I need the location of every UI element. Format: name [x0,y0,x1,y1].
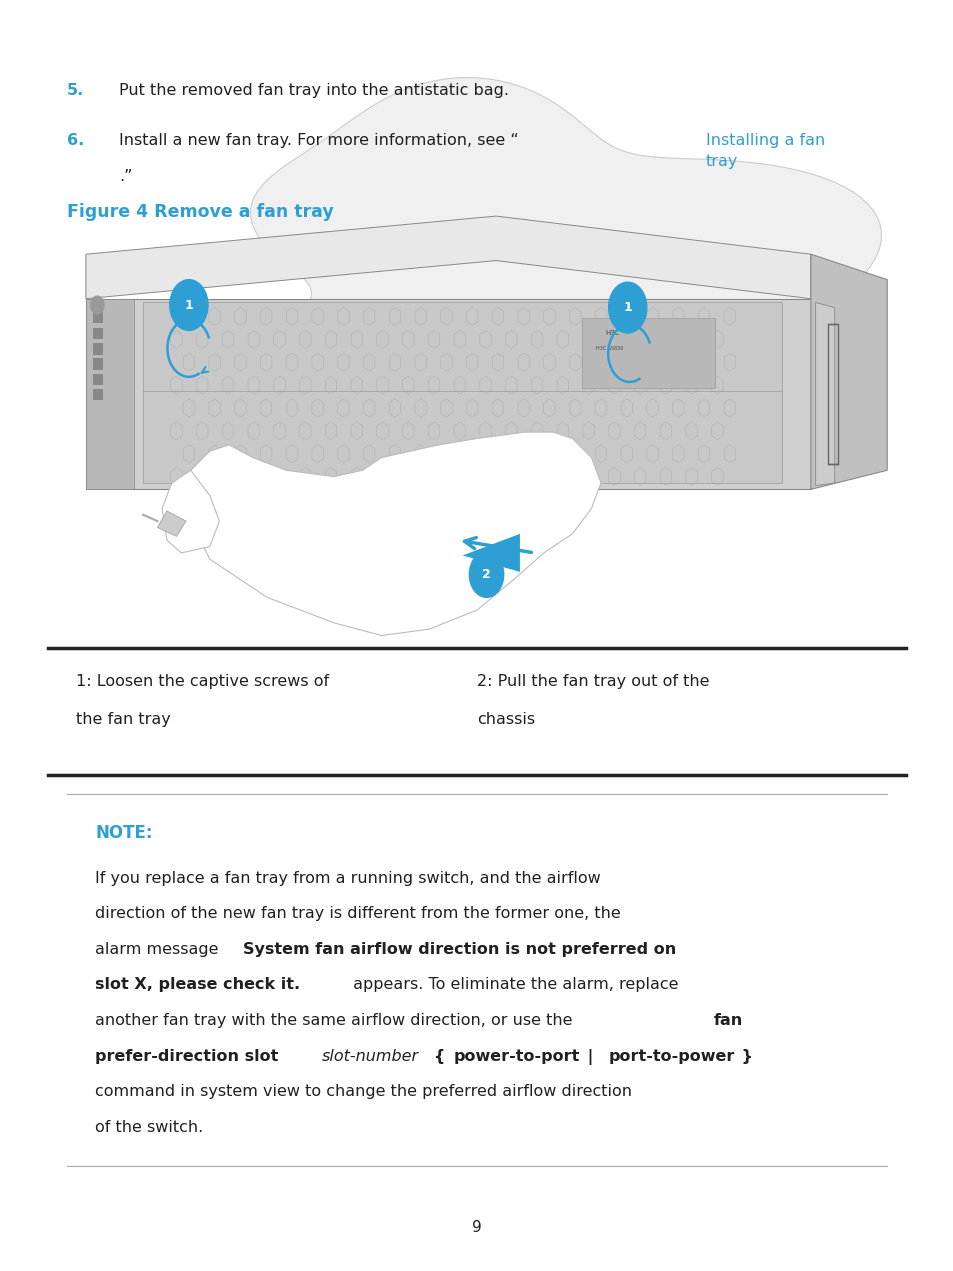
Text: 6.: 6. [67,133,84,149]
Text: 5.: 5. [67,83,84,98]
Polygon shape [92,328,103,339]
Text: H3C: H3C [605,330,619,337]
Text: 1: Loosen the captive screws of: 1: Loosen the captive screws of [76,674,329,689]
Text: Installing a fan
tray: Installing a fan tray [705,133,824,169]
Text: If you replace a fan tray from a running switch, and the airflow: If you replace a fan tray from a running… [95,871,600,886]
Text: prefer-direction slot: prefer-direction slot [95,1049,284,1064]
Text: }: } [736,1049,753,1064]
Text: chassis: chassis [476,712,535,727]
Polygon shape [462,534,519,572]
Polygon shape [92,343,103,355]
Text: direction of the new fan tray is different from the former one, the: direction of the new fan tray is differe… [95,906,620,921]
Text: NOTE:: NOTE: [95,824,152,841]
Text: |: | [581,1049,598,1065]
Text: port-to-power: port-to-power [608,1049,734,1064]
Polygon shape [92,358,103,370]
Text: slot X, please check it.: slot X, please check it. [95,977,300,993]
Text: .”: .” [119,169,132,184]
Text: 2: Pull the fan tray out of the: 2: Pull the fan tray out of the [476,674,709,689]
Text: power-to-port: power-to-port [453,1049,578,1064]
Polygon shape [86,216,810,299]
Polygon shape [251,78,881,445]
Circle shape [170,280,208,330]
Circle shape [91,296,104,314]
Polygon shape [143,302,781,483]
Text: {: { [434,1049,451,1064]
Text: 1: 1 [184,299,193,311]
Text: command in system view to change the preferred airflow direction: command in system view to change the pre… [95,1084,632,1099]
Text: 9: 9 [472,1220,481,1235]
Text: 1: 1 [622,301,632,314]
Text: the fan tray: the fan tray [76,712,171,727]
Polygon shape [157,511,186,536]
Text: Put the removed fan tray into the antistatic bag.: Put the removed fan tray into the antist… [119,83,509,98]
Text: of the switch.: of the switch. [95,1120,203,1135]
Text: System fan airflow direction is not preferred on: System fan airflow direction is not pref… [243,942,676,957]
Polygon shape [86,299,810,489]
Polygon shape [815,302,834,486]
Polygon shape [810,254,886,489]
Polygon shape [186,432,600,636]
FancyArrowPatch shape [464,538,531,553]
Circle shape [469,552,503,597]
Polygon shape [86,299,133,489]
Text: Install a new fan tray. For more information, see “: Install a new fan tray. For more informa… [119,133,518,149]
Text: slot-number: slot-number [321,1049,418,1064]
Text: H3C S5830: H3C S5830 [596,346,623,351]
Text: appears. To eliminate the alarm, replace: appears. To eliminate the alarm, replace [348,977,678,993]
Circle shape [608,282,646,333]
Polygon shape [92,374,103,385]
Text: another fan tray with the same airflow direction, or use the: another fan tray with the same airflow d… [95,1013,578,1028]
Text: alarm message: alarm message [95,942,224,957]
Text: fan: fan [713,1013,742,1028]
Text: Figure 4 Remove a fan tray: Figure 4 Remove a fan tray [67,203,334,221]
Text: 2: 2 [481,568,491,581]
Polygon shape [92,389,103,400]
Polygon shape [92,311,103,323]
Polygon shape [162,470,219,553]
Polygon shape [581,318,715,388]
